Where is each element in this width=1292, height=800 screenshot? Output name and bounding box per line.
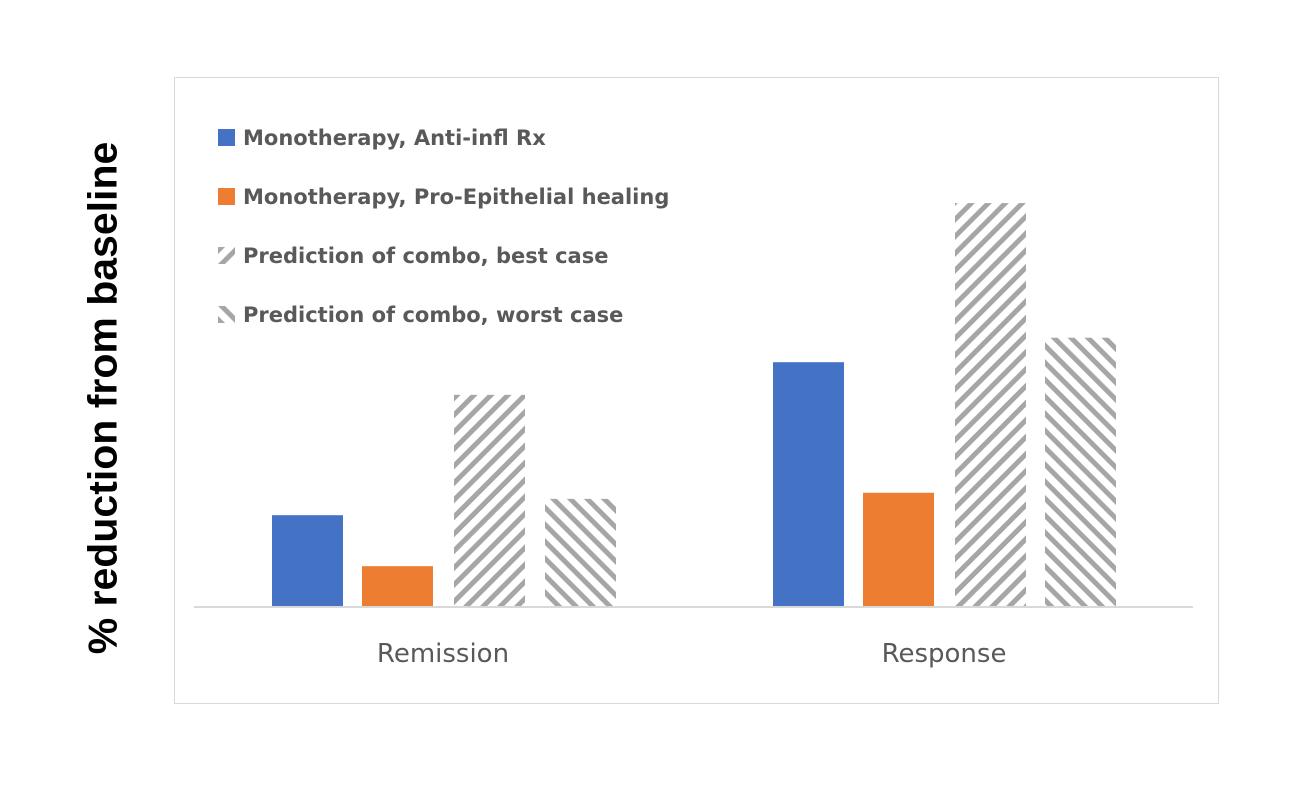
- legend-swatch-combo-worst-case: [218, 306, 235, 323]
- legend-label: Monotherapy, Anti-infl Rx: [243, 125, 546, 150]
- bar-remission-series-4: [545, 498, 616, 607]
- legend-swatch-combo-best-case: [218, 247, 235, 264]
- chart-frame: [174, 77, 1219, 704]
- bar-remission-series-1: [272, 515, 343, 607]
- legend-item-anti-inflammatory: Monotherapy, Anti-infl Rx: [218, 108, 669, 167]
- category-label-remission: Remission: [377, 639, 509, 669]
- category-labels: Remission Response: [377, 639, 1007, 669]
- legend-label: Monotherapy, Pro-Epithelial healing: [243, 184, 670, 209]
- legend-swatch-anti-inflammatory: [218, 129, 235, 146]
- bar-remission-series-2: [362, 566, 433, 607]
- bar-remission-series-3: [454, 394, 525, 607]
- legend-item-pro-epithelial: Monotherapy, Pro-Epithelial healing: [218, 167, 669, 226]
- legend-label: Prediction of combo, worst case: [243, 302, 624, 327]
- category-label-response: Response: [882, 639, 1007, 669]
- bar-response-series-4: [1045, 337, 1116, 607]
- bars-group: [272, 203, 1116, 607]
- legend-swatch-pro-epithelial: [218, 188, 235, 205]
- legend-label: Prediction of combo, best case: [243, 243, 609, 268]
- legend-item-combo-worst-case: Prediction of combo, worst case: [218, 285, 669, 344]
- bar-response-series-1: [773, 362, 844, 607]
- bar-response-series-2: [863, 492, 934, 607]
- legend-item-combo-best-case: Prediction of combo, best case: [218, 226, 669, 285]
- legend: Monotherapy, Anti-infl Rx Monotherapy, P…: [218, 108, 669, 344]
- bar-response-series-3: [955, 203, 1026, 607]
